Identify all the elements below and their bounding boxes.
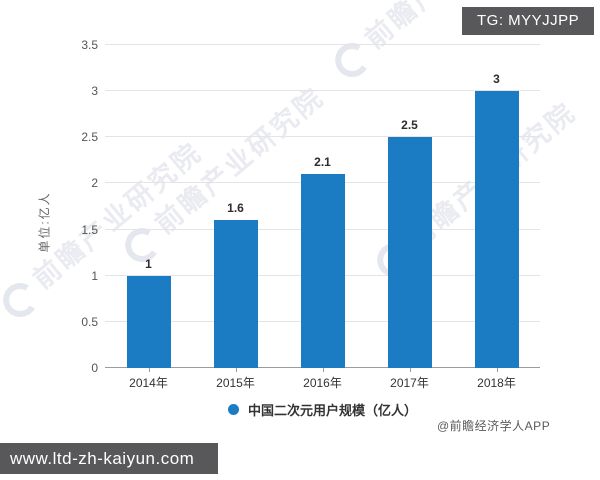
legend-label: 中国二次元用户规模（亿人） bbox=[247, 403, 417, 418]
x-tick-label: 2018年 bbox=[477, 376, 516, 390]
y-tick-label: 1 bbox=[91, 268, 98, 283]
bar bbox=[474, 91, 519, 368]
gridline bbox=[105, 44, 540, 45]
x-axis-tick bbox=[148, 368, 150, 372]
x-axis-tick bbox=[322, 368, 324, 372]
y-tick-label: 3 bbox=[91, 84, 98, 99]
bar-value-label: 2.1 bbox=[314, 155, 331, 170]
watermark-logo-icon bbox=[0, 279, 41, 321]
x-tick-label: 2015年 bbox=[216, 376, 255, 390]
bar-value-label: 1.6 bbox=[227, 201, 244, 216]
y-tick-label: 1.5 bbox=[81, 222, 98, 237]
source-attribution: @前瞻经济学人APP bbox=[437, 419, 551, 433]
chart-legend: 中国二次元用户规模（亿人） bbox=[105, 400, 540, 419]
x-tick-label: 2016年 bbox=[303, 376, 342, 390]
x-axis-tick bbox=[496, 368, 498, 372]
bar bbox=[300, 174, 345, 368]
legend-dot-icon bbox=[227, 404, 239, 415]
y-tick-label: 2 bbox=[91, 176, 98, 191]
bar bbox=[126, 275, 171, 368]
y-tick-label: 3.5 bbox=[81, 38, 98, 52]
x-axis-tick bbox=[409, 368, 411, 372]
bar-value-label: 2.5 bbox=[401, 118, 418, 133]
y-tick-label: 2.5 bbox=[81, 130, 98, 145]
y-tick-label: 0 bbox=[91, 361, 98, 375]
gridline bbox=[105, 90, 540, 92]
plot-area: 1 2014年 1.6 2015年 2.1 2016年 2.5 2017年 3 2018年 bbox=[105, 44, 540, 390]
x-axis-tick bbox=[235, 368, 237, 372]
bar bbox=[213, 220, 258, 368]
website-url-bar: www.ltd-zh-kaiyun.com bbox=[0, 443, 218, 474]
bar-value-label: 3 bbox=[493, 72, 500, 87]
x-tick-label: 2014年 bbox=[129, 376, 168, 390]
x-tick-label: 2017年 bbox=[390, 376, 429, 390]
bar bbox=[387, 137, 432, 368]
telegram-badge: TG: MYYJJPP bbox=[462, 7, 595, 35]
gridline bbox=[105, 136, 540, 138]
y-tick-label: 0.5 bbox=[81, 314, 98, 329]
bar-value-label: 1 bbox=[145, 256, 152, 271]
